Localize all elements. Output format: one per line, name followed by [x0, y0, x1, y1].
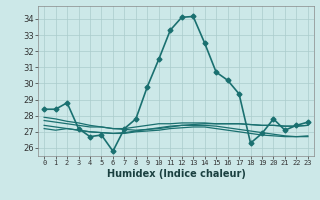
- X-axis label: Humidex (Indice chaleur): Humidex (Indice chaleur): [107, 169, 245, 179]
